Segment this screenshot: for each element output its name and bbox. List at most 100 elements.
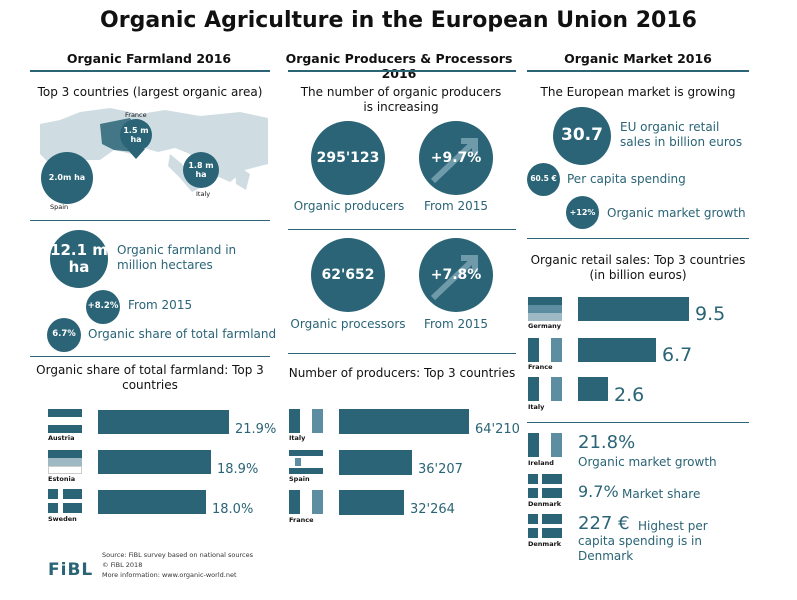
spain-flag-icon — [289, 450, 323, 474]
chart-value-spain: 36'207 — [418, 462, 463, 477]
ireland-flag-icon — [528, 433, 562, 457]
processors-growth-value: +7.8% — [430, 266, 482, 283]
farmland-share-value: 6.7% — [52, 329, 76, 340]
farmland-chart-title: Organic share of total farmland: Top 3 c… — [36, 363, 264, 392]
spain-map-value: 2.0m ha — [48, 173, 86, 183]
producers-label: Organic producers — [293, 199, 405, 213]
page-title: Organic Agriculture in the European Unio… — [100, 8, 697, 33]
italy-map-label: Italy — [196, 190, 211, 198]
farmland-share-circle: 6.7% — [47, 318, 81, 352]
italy-flag-icon — [289, 409, 323, 433]
farmland-growth-circle: +8.2% — [86, 290, 120, 324]
producers-chart-title: Number of producers: Top 3 countries — [288, 366, 516, 380]
france-map-label: France — [125, 111, 147, 119]
divider — [527, 422, 749, 423]
ireland-label: Ireland — [528, 459, 554, 467]
producers-increasing-title: The number of organic producers is incre… — [300, 85, 502, 114]
chart-bar-germany — [578, 297, 689, 321]
austria-flag-icon — [48, 409, 82, 433]
divider — [527, 238, 749, 239]
france-label: France — [289, 516, 314, 524]
market-sales-circle: 30.7 — [553, 107, 611, 165]
sweden-flag-icon — [48, 489, 82, 513]
chart-value-france: 6.7 — [662, 344, 693, 366]
chart-value-estonia: 18.9% — [217, 462, 259, 477]
chart-value-italy: 2.6 — [614, 384, 645, 406]
trend-arrow-icon — [430, 138, 478, 184]
farmland-area-circle: 12.1 m ha — [50, 230, 108, 288]
farmland-area-label: Organic farmland in million hectares — [117, 243, 237, 272]
market-capita-label: Per capita spending — [567, 172, 686, 186]
germany-flag-icon — [528, 297, 562, 321]
processors-label: Organic processors — [290, 317, 406, 331]
sweden-label: Sweden — [48, 515, 77, 523]
estonia-flag-icon — [48, 450, 82, 474]
farmland-top3-title: Top 3 countries (largest organic area) — [37, 85, 263, 99]
denmark-label: Denmark — [528, 500, 562, 508]
chart-bar-italy — [339, 409, 469, 434]
denmark-flag-icon — [528, 514, 562, 538]
divider — [30, 356, 270, 357]
denmark-label: Denmark — [528, 540, 562, 548]
denmark-flag-icon — [528, 474, 562, 498]
processors-growth-label: From 2015 — [423, 317, 489, 331]
market-sales-value: 30.7 — [561, 125, 603, 146]
divider — [288, 229, 516, 230]
processors-circle: 62'652 — [311, 238, 385, 312]
farmland-growth-label: From 2015 — [128, 298, 193, 312]
chart-bar-spain — [339, 450, 412, 475]
producers-circle: 295'123 — [311, 121, 385, 195]
producers-growth-circle: +9.7% — [419, 121, 493, 195]
farmland-share-label: Organic share of total farmland — [88, 327, 277, 341]
producers-value: 295'123 — [316, 149, 380, 166]
market-capita-circle: 60.5 € — [527, 163, 560, 196]
denmark-spending-text: Highest per capita spending is in Denmar… — [578, 519, 708, 563]
chart-bar-austria — [98, 410, 229, 434]
trend-arrow-icon — [430, 255, 478, 301]
france-label: France — [528, 363, 553, 371]
chart-bar-estonia — [98, 450, 211, 474]
france-flag-icon — [528, 338, 562, 362]
spain-map-label: Spain — [50, 203, 69, 211]
divider — [30, 220, 270, 221]
chart-value-germany: 9.5 — [695, 303, 726, 325]
chart-value-austria: 21.9% — [235, 422, 277, 437]
farmland-growth-value: +8.2% — [87, 301, 119, 312]
ireland-text: Organic market growth — [578, 455, 717, 469]
divider — [288, 353, 516, 354]
spain-label: Spain — [289, 475, 310, 483]
producers-growth-value: +9.7% — [430, 149, 482, 166]
chart-bar-france — [578, 338, 656, 362]
france-map-marker: 1.5 m ha — [120, 119, 152, 151]
chart-value-france: 32'264 — [410, 502, 455, 517]
market-growth-label: Organic market growth — [607, 206, 746, 220]
germany-label: Germany — [528, 322, 561, 330]
chart-value-sweden: 18.0% — [212, 502, 254, 517]
chart-bar-italy — [578, 377, 608, 401]
italy-flag-icon — [528, 377, 562, 401]
estonia-label: Estonia — [48, 475, 76, 483]
market-growing-title: The European market is growing — [540, 85, 736, 99]
farmland-area-value: 12.1 m ha — [50, 240, 108, 276]
italy-map-value: 1.8 m ha — [188, 160, 214, 179]
ireland-value: 21.8% — [578, 432, 636, 453]
producers-growth-label: From 2015 — [423, 199, 489, 213]
denmark-share-text: Market share — [622, 487, 701, 501]
denmark-spending-value: 227 € — [578, 513, 630, 534]
spain-map-marker: 2.0m ha — [41, 152, 93, 204]
france-pointer-icon — [127, 149, 145, 159]
market-sales-label: EU organic retail sales in billion euros — [620, 120, 743, 149]
market-growth-value: +12% — [569, 207, 596, 217]
farmland-heading-rule — [30, 70, 270, 72]
chart-bar-france — [339, 490, 404, 515]
france-map-value: 1.5 m ha — [123, 125, 149, 144]
market-heading: Organic Market 2016 — [564, 51, 712, 66]
italy-label: Italy — [289, 434, 306, 442]
producers-heading-rule — [288, 70, 516, 72]
denmark-share-value: 9.7% — [578, 482, 619, 501]
austria-label: Austria — [48, 434, 75, 442]
fibl-logo: FiBL — [48, 560, 94, 580]
market-growth-circle: +12% — [566, 196, 599, 229]
chart-bar-sweden — [98, 490, 206, 514]
processors-value: 62'652 — [321, 266, 375, 283]
